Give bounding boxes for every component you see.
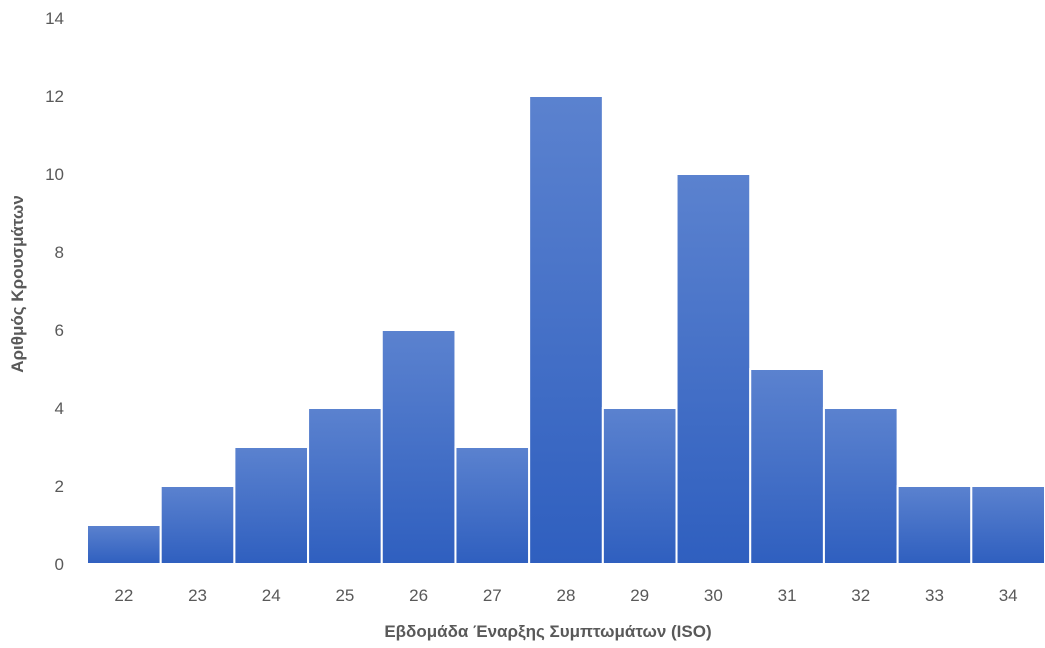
x-tick-label: 29 (630, 586, 649, 605)
x-tick-label: 33 (925, 586, 944, 605)
y-tick-label: 10 (45, 165, 64, 184)
bar-week-32 (822, 407, 899, 565)
x-tick-label: 28 (557, 586, 576, 605)
bar-week-28 (528, 95, 604, 565)
y-tick-label: 4 (55, 399, 64, 418)
x-axis-title: Εβδομάδα Έναρξης Συμπτωμάτων (ISO) (384, 622, 711, 641)
x-tick-label: 23 (188, 586, 207, 605)
bar-week-25 (307, 407, 383, 565)
y-tick-label: 0 (55, 555, 64, 574)
x-tick-label: 30 (704, 586, 723, 605)
bar-week-22 (86, 524, 162, 565)
y-tick-label: 14 (45, 9, 64, 28)
bar-week-26 (380, 329, 457, 565)
x-tick-label: 34 (999, 586, 1018, 605)
bar-week-31 (749, 368, 825, 565)
bar-week-34 (970, 485, 1045, 565)
bar-week-23 (159, 485, 236, 565)
x-tick-label: 26 (409, 586, 428, 605)
x-tick-label: 31 (778, 586, 797, 605)
x-axis-ticks: 22 23 24 25 26 27 28 29 30 31 32 33 34 (114, 586, 1017, 605)
x-tick-label: 22 (114, 586, 133, 605)
bar-week-24 (233, 446, 310, 565)
bars (86, 95, 1045, 565)
bar-week-30 (675, 173, 752, 565)
x-tick-label: 27 (483, 586, 502, 605)
y-axis-ticks: 0 2 4 6 8 10 12 14 (45, 9, 64, 574)
y-tick-label: 12 (45, 87, 64, 106)
x-tick-label: 25 (335, 586, 354, 605)
x-tick-label: 24 (262, 586, 281, 605)
x-tick-label: 32 (851, 586, 870, 605)
y-tick-label: 6 (55, 321, 64, 340)
bar-week-33 (896, 485, 973, 565)
y-tick-label: 8 (55, 243, 64, 262)
bar-week-29 (601, 407, 678, 565)
y-tick-label: 2 (55, 477, 64, 496)
bar-week-27 (454, 446, 531, 565)
y-axis-title: Αριθμός Κρουσμάτων (8, 195, 27, 373)
